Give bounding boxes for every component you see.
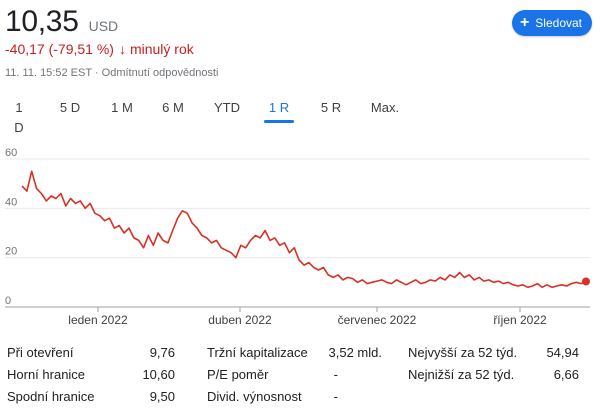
tab-label: YTD xyxy=(214,100,240,115)
current-price-dot xyxy=(582,277,590,286)
tab-1d[interactable]: 1 D xyxy=(9,98,29,135)
tab-1r[interactable]: 1 R xyxy=(264,98,294,123)
stat-label-52w-low: Nejnižší za 52 týd. xyxy=(408,367,515,382)
change-period: minulý rok xyxy=(129,41,194,57)
y-tick-label: 40 xyxy=(5,196,17,208)
stats-row: Horní hranice 10,60 P/E poměr - Nejnižší… xyxy=(0,367,600,387)
tab-label: 5 D xyxy=(59,100,81,115)
stat-label-low: Spodní hranice xyxy=(7,389,95,404)
tab-max[interactable]: Max. xyxy=(370,98,400,120)
tab-1m[interactable]: 1 M xyxy=(110,98,134,120)
stat-label-open: Při otevření xyxy=(7,345,74,360)
stat-value-52w-high: 54,94 xyxy=(546,345,579,360)
tab-label: Max. xyxy=(370,100,400,115)
timestamp: 11. 11. 15:52 EST xyxy=(5,67,92,79)
x-tick-label: říjen 2022 xyxy=(493,313,547,327)
tab-5d[interactable]: 5 D xyxy=(59,98,81,120)
price-header: 10,35 USD xyxy=(5,4,118,40)
stats-row: Spodní hranice 9,50 Divid. výnosnost - xyxy=(0,389,600,409)
price-change: -40,17 (-79,51 %) ↓ minulý rok xyxy=(5,41,194,57)
tab-label: 6 M xyxy=(162,100,184,115)
currency-code: USD xyxy=(88,18,119,34)
stat-label-high: Horní hranice xyxy=(7,367,86,382)
quote-meta: 11. 11. 15:52 EST · Odmítnutí odpovědnos… xyxy=(5,67,218,79)
tab-ytd[interactable]: YTD xyxy=(213,98,241,120)
stat-label-div-yield: Divid. výnosnost xyxy=(207,389,302,404)
stats-row: Při otevření 9,76 Tržní kapitalizace 3,5… xyxy=(0,345,600,365)
stat-value-open: 9,76 xyxy=(149,345,175,360)
plus-icon: + xyxy=(519,14,530,31)
stat-value-low: 9,50 xyxy=(149,389,175,404)
tab-label: 1 D xyxy=(14,100,24,135)
stat-value-div-yield: - xyxy=(333,389,338,404)
stat-value-high: 10,60 xyxy=(142,367,175,382)
tab-label: 1 R xyxy=(268,100,290,115)
follow-button[interactable]: + Sledovat xyxy=(511,10,592,36)
stat-label-market-cap: Tržní kapitalizace xyxy=(207,345,308,360)
down-arrow-icon: ↓ xyxy=(118,41,126,57)
change-value: -40,17 (-79,51 %) xyxy=(5,41,114,57)
active-tab-indicator xyxy=(264,120,294,123)
separator-dot: · xyxy=(94,67,99,79)
y-tick-label: 60 xyxy=(5,148,17,159)
stat-value-pe: - xyxy=(333,367,338,382)
follow-button-label: Sledovat xyxy=(535,16,582,30)
stat-label-52w-high: Nejvyšší za 52 týd. xyxy=(408,345,518,360)
tab-label: 5 R xyxy=(320,100,342,115)
tab-label: 1 M xyxy=(111,100,133,115)
x-tick-label: červenec 2022 xyxy=(338,313,417,327)
stat-value-52w-low: 6,66 xyxy=(553,367,579,382)
x-tick-label: leden 2022 xyxy=(68,313,128,327)
stat-label-pe: P/E poměr xyxy=(207,367,269,382)
tab-6m[interactable]: 6 M xyxy=(161,98,185,120)
tab-5r[interactable]: 5 R xyxy=(320,98,342,120)
x-tick-label: duben 2022 xyxy=(208,313,272,327)
price-line xyxy=(21,170,587,289)
y-tick-label: 0 xyxy=(5,295,11,307)
disclaimer-link[interactable]: Odmítnutí odpovědnosti xyxy=(101,67,219,79)
y-tick-label: 20 xyxy=(5,246,17,258)
stat-value-market-cap: 3,52 mld. xyxy=(328,345,382,360)
current-price: 10,35 xyxy=(5,5,79,38)
price-chart[interactable]: 0 20 40 60 leden 2022 duben 2022 červenec 202… xyxy=(0,148,600,333)
